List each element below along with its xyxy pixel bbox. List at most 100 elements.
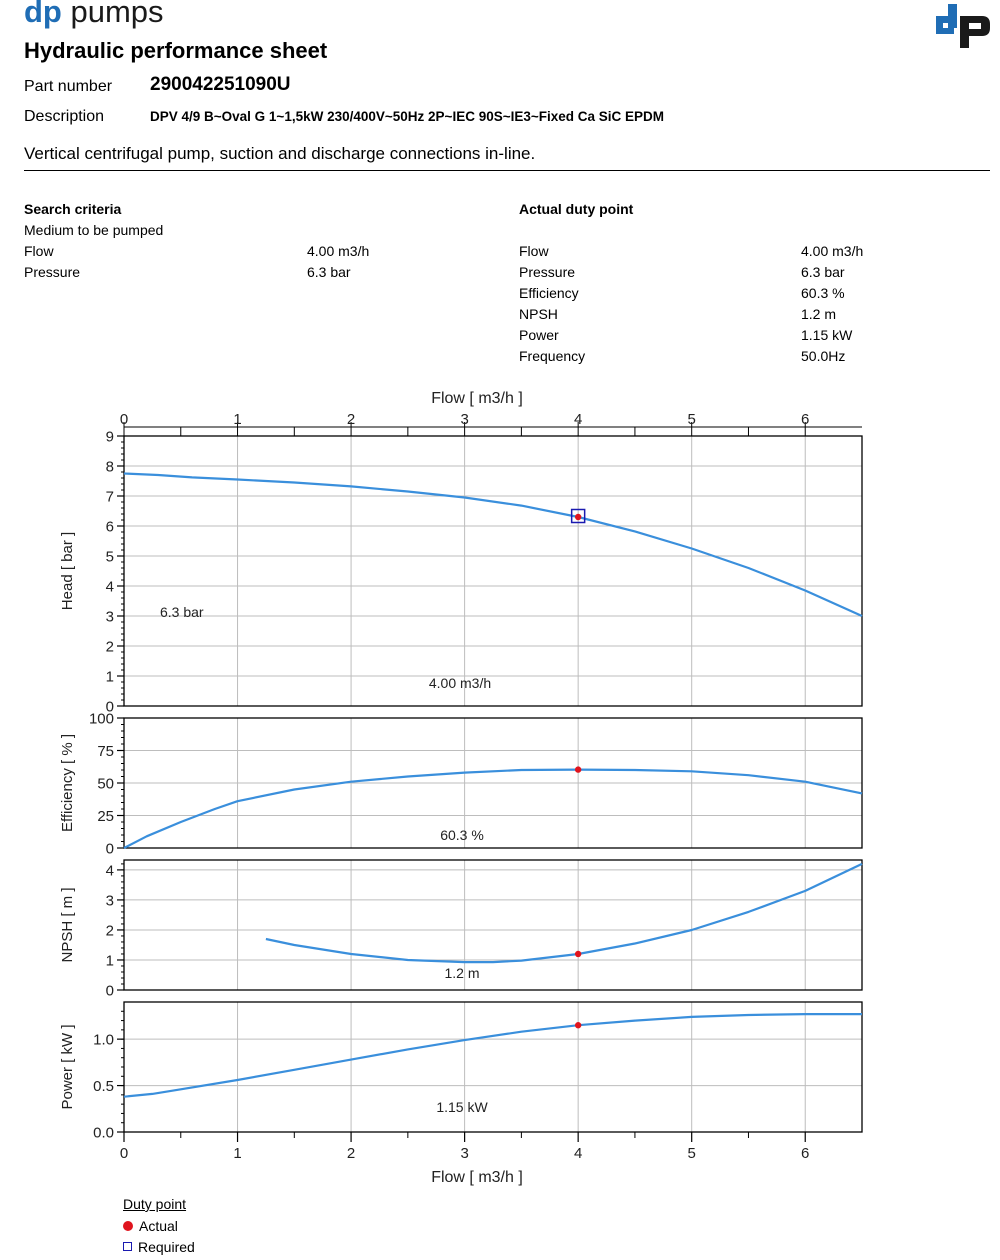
- head-y-tick-label-2: 2: [106, 639, 114, 656]
- npsh-plot-frame: [123, 859, 863, 991]
- duty-efficiency-value: 60.3 %: [801, 285, 845, 301]
- efficiency-curve: [123, 768, 863, 849]
- efficiency-y-tick-label-100: 100: [89, 711, 114, 728]
- page-title: Hydraulic performance sheet: [24, 38, 328, 63]
- bottom-x-tick-label-5: 5: [688, 1145, 696, 1162]
- duty-point-title: Actual duty point: [519, 201, 634, 217]
- legend-title: Duty point: [123, 1196, 187, 1212]
- bottom-x-tick-label-6: 6: [801, 1145, 809, 1162]
- efficiency-y-tick-label-50: 50: [97, 776, 114, 793]
- head-y-tick-label-1: 1: [106, 669, 114, 686]
- legend-required-label: Required: [138, 1238, 195, 1255]
- npsh-y-axis-title: NPSH [ m ]: [59, 887, 76, 962]
- top-x-tick-label-4: 4: [574, 411, 582, 428]
- duty-pressure-value: 6.3 bar: [801, 264, 845, 280]
- npsh-curve: [265, 862, 863, 964]
- power-plot-frame: [123, 1001, 863, 1133]
- npsh-y-tick-label-3: 3: [106, 892, 114, 909]
- head-y-axis-title: Head [ bar ]: [59, 532, 76, 610]
- head-plot-frame: [123, 435, 863, 707]
- head-actual-marker: [574, 513, 582, 521]
- top-x-tick-label-1: 1: [233, 411, 241, 428]
- head-y-tick-label-5: 5: [106, 549, 114, 566]
- top-x-axis-title: Flow [ m3/h ]: [431, 390, 523, 407]
- power-curve: [123, 1012, 862, 1098]
- bottom-x-tick-label-0: 0: [120, 1145, 128, 1162]
- head-x-annotation: 4.00 m3/h: [429, 675, 491, 691]
- search-pressure-label: Pressure: [24, 264, 81, 280]
- duty-frequency-value: 50.0Hz: [801, 348, 846, 364]
- bottom-x-tick-label-1: 1: [233, 1145, 241, 1162]
- legend-item-required: Required: [123, 1236, 195, 1257]
- legend: Duty point Actual Required: [123, 1196, 195, 1257]
- head-y-tick-label-8: 8: [106, 459, 114, 476]
- head-y-tick-label-4: 4: [106, 579, 114, 596]
- required-marker-icon: [123, 1242, 132, 1251]
- power-actual-marker: [574, 1022, 582, 1029]
- top-x-tick-label-5: 5: [688, 411, 696, 428]
- efficiency-actual-marker: [574, 766, 582, 773]
- top-x-tick-label-6: 6: [801, 411, 809, 428]
- legend-actual-label: Actual: [139, 1217, 178, 1234]
- bottom-x-tick-label-4: 4: [574, 1145, 582, 1162]
- bottom-x-tick-label-3: 3: [460, 1145, 468, 1162]
- duty-flow-label: Flow: [519, 243, 549, 259]
- power-y-tick-label-0: 0.0: [93, 1125, 114, 1142]
- description-label: Description: [24, 108, 105, 125]
- head-curve: [123, 472, 863, 618]
- duty-npsh-label: NPSH: [519, 306, 558, 322]
- power-annotation: 1.15 kW: [436, 1099, 488, 1115]
- top-x-tick-label-2: 2: [347, 411, 355, 428]
- actual-marker-icon: [123, 1220, 133, 1231]
- medium-label: Medium to be pumped: [24, 222, 164, 238]
- npsh-y-tick-label-4: 4: [106, 862, 114, 879]
- head-annotation: 6.3 bar: [160, 604, 204, 620]
- brand-dp: dp: [24, 0, 62, 29]
- duty-pressure-label: Pressure: [519, 264, 576, 280]
- power-y-tick-label-1: 1.0: [93, 1032, 114, 1049]
- tagline: Vertical centrifugal pump, suction and d…: [24, 144, 536, 163]
- brand-wordmark: dp pumps: [24, 0, 164, 32]
- npsh-y-tick-label-0: 0: [106, 983, 114, 1000]
- head-y-tick-label-6: 6: [106, 519, 114, 536]
- efficiency-annotation: 60.3 %: [440, 827, 484, 843]
- npsh-y-tick-label-2: 2: [106, 922, 114, 939]
- search-flow-value: 4.00 m3/h: [307, 243, 370, 259]
- dp-logo-icon: [936, 4, 990, 48]
- bottom-x-tick-label-2: 2: [347, 1145, 355, 1162]
- brand-pumps: pumps: [70, 0, 164, 29]
- divider: [24, 170, 990, 171]
- efficiency-y-axis-title: Efficiency [ % ]: [59, 734, 76, 832]
- efficiency-plot-frame: [123, 717, 863, 849]
- duty-npsh-value: 1.2 m: [801, 306, 837, 322]
- efficiency-y-tick-label-25: 25: [97, 808, 114, 825]
- efficiency-y-tick-label-75: 75: [97, 743, 114, 760]
- power-y-tick-label-0.5: 0.5: [93, 1078, 114, 1095]
- search-criteria-title: Search criteria: [24, 201, 122, 217]
- top-x-tick-label-0: 0: [120, 411, 128, 428]
- duty-frequency-label: Frequency: [519, 348, 586, 364]
- npsh-y-tick-label-1: 1: [106, 952, 114, 969]
- top-x-tick-label-3: 3: [460, 411, 468, 428]
- performance-chart: 0 1 2 3 4 5 6 Flow [ m3/h ] 0 1 2 3 4 5 6 7 8 9 Head [ bar…: [59, 390, 863, 1186]
- head-y-tick-label-0: 0: [106, 699, 114, 716]
- head-y-tick-label-9: 9: [106, 429, 114, 446]
- bottom-x-axis-title: Flow [ m3/h ]: [431, 1169, 523, 1186]
- efficiency-y-tick-label-0: 0: [106, 841, 114, 858]
- head-y-tick-label-7: 7: [106, 489, 114, 506]
- legend-item-actual: Actual: [123, 1215, 195, 1236]
- duty-flow-value: 4.00 m3/h: [801, 243, 864, 259]
- head-required-marker: [570, 508, 586, 524]
- npsh-actual-marker: [574, 950, 582, 958]
- duty-power-value: 1.15 kW: [801, 327, 853, 343]
- npsh-annotation: 1.2 m: [444, 965, 479, 981]
- head-y-tick-label-3: 3: [106, 609, 114, 626]
- duty-power-label: Power: [519, 327, 559, 343]
- description: DPV 4/9 B~Oval G 1~1,5kW 230/400V~50Hz 2…: [150, 109, 665, 124]
- power-y-axis-title: Power [ kW ]: [59, 1024, 76, 1109]
- search-flow-label: Flow: [24, 243, 54, 259]
- duty-efficiency-label: Efficiency: [519, 285, 579, 301]
- search-pressure-value: 6.3 bar: [307, 264, 351, 280]
- part-number: 290042251090U: [150, 74, 291, 95]
- part-number-label: Part number: [24, 78, 113, 95]
